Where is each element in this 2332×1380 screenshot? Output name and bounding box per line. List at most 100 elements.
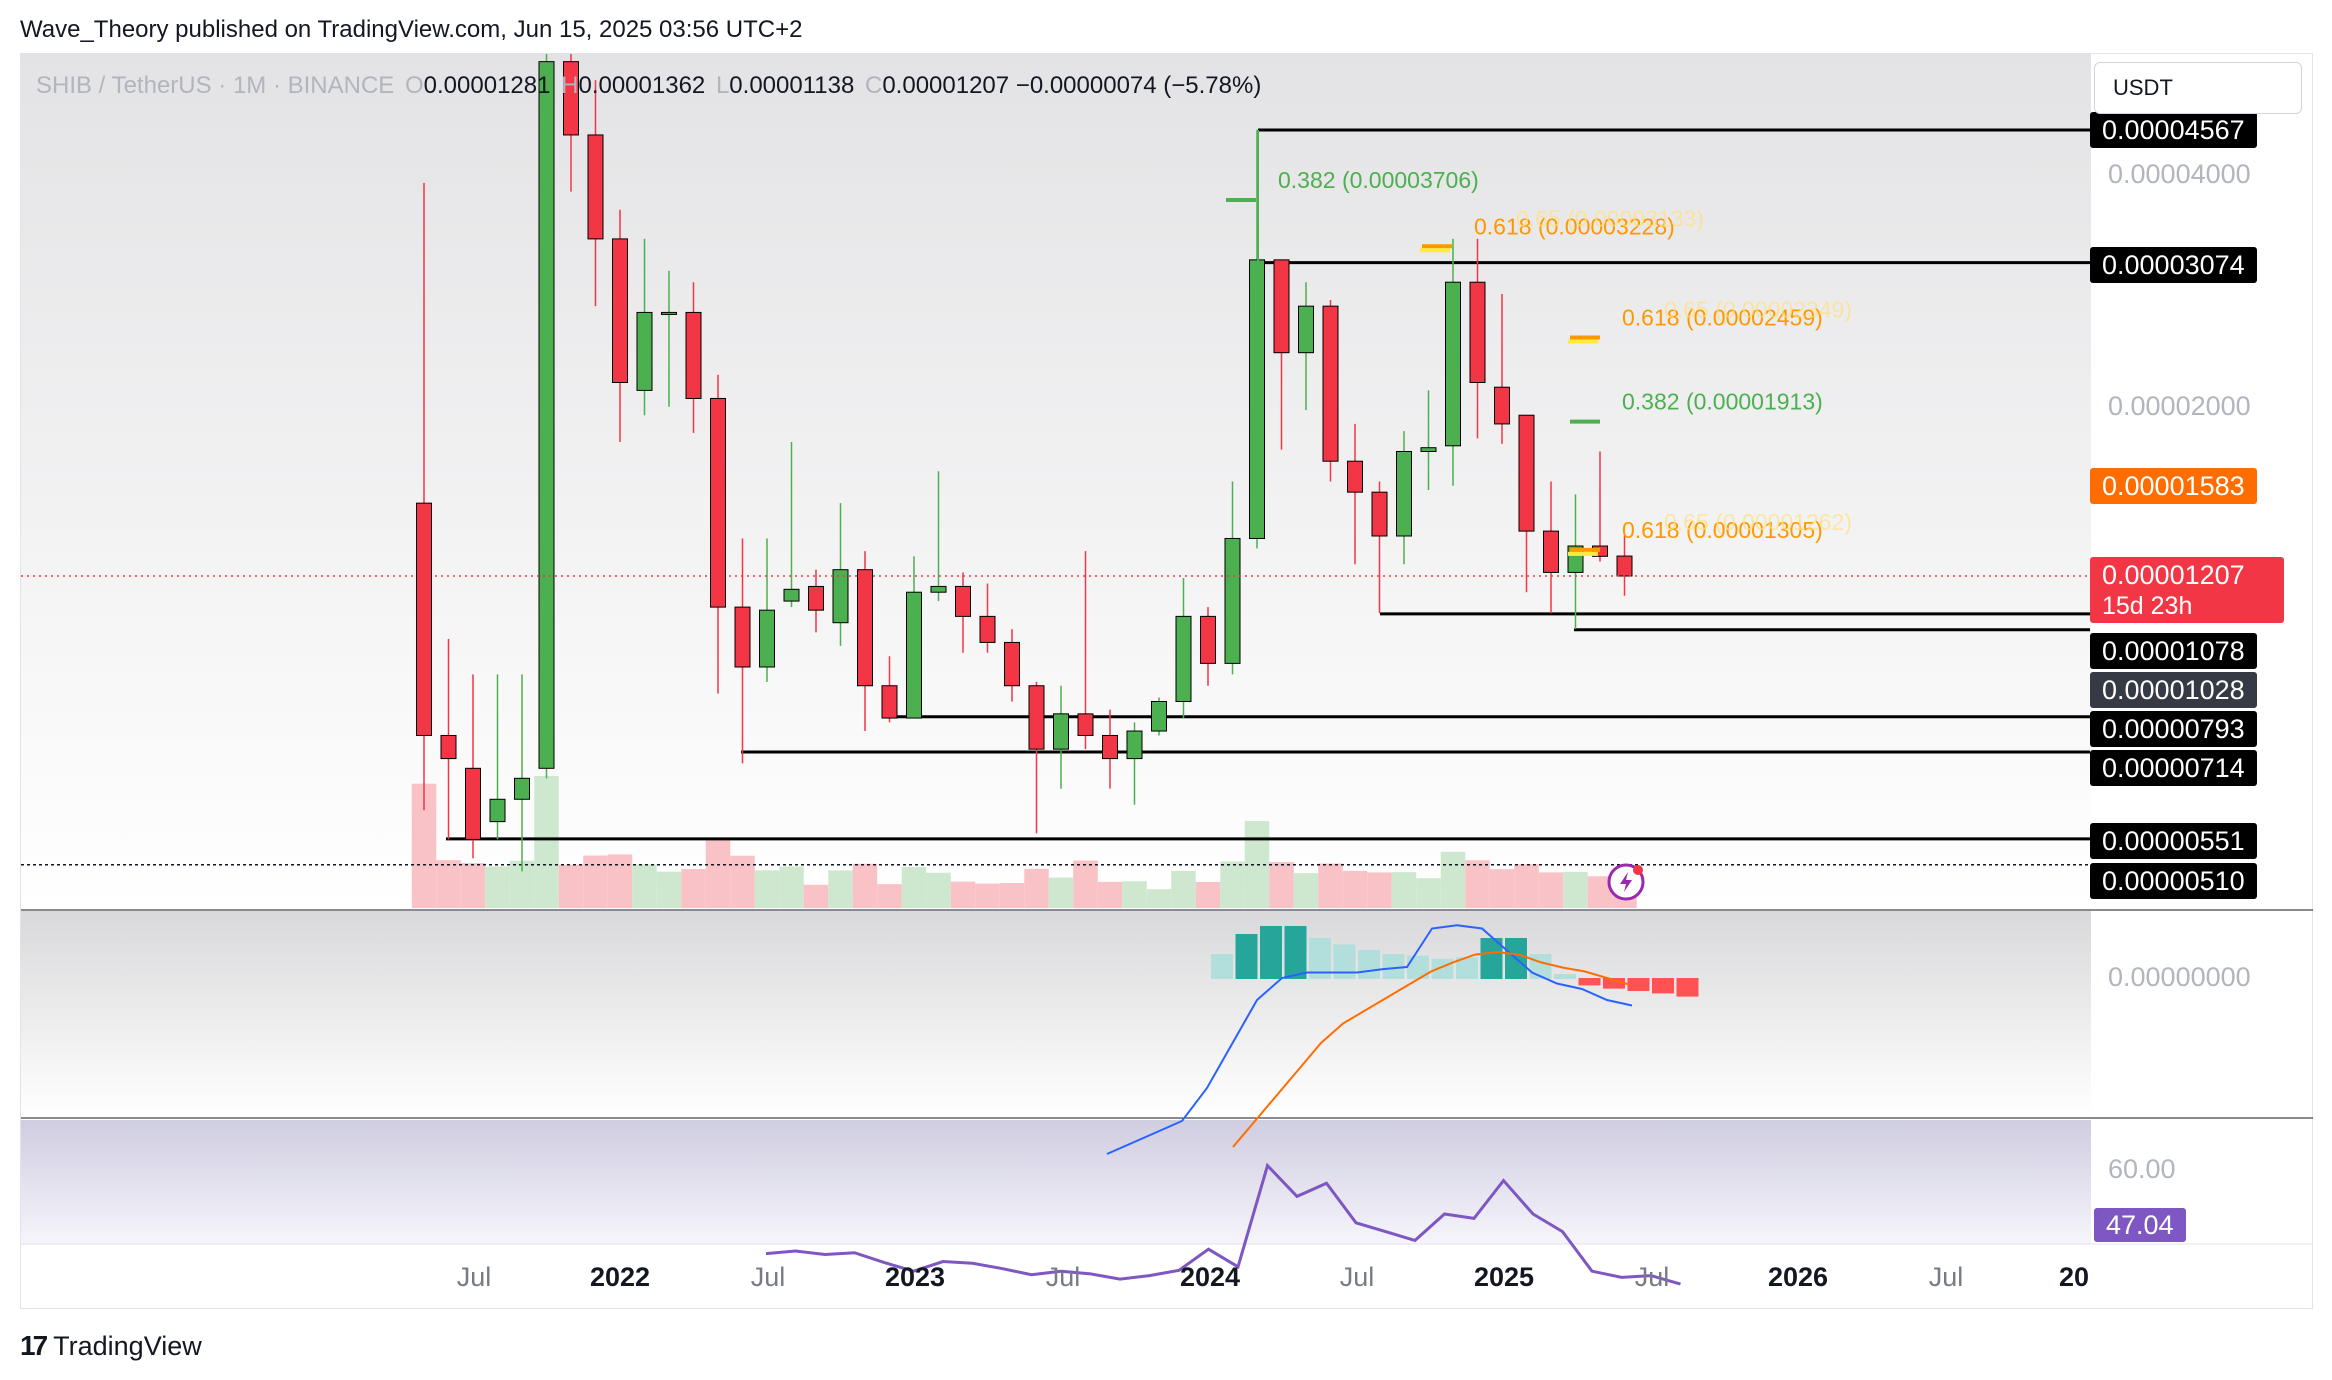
macd-histogram-bar [1284, 926, 1307, 979]
macd-histogram-bar [1333, 944, 1356, 979]
candle-body[interactable] [1420, 447, 1437, 452]
candle-body[interactable] [1175, 615, 1192, 703]
volume-area [1171, 870, 1196, 908]
candle-body[interactable] [1077, 713, 1094, 736]
chart-frame[interactable] [20, 53, 2313, 1309]
candle-body[interactable] [1053, 713, 1069, 750]
candle-body[interactable] [906, 591, 922, 719]
volume-area [1048, 877, 1074, 908]
candle-body[interactable] [514, 777, 530, 800]
volume-area [999, 883, 1025, 908]
macd-histogram-bar [1627, 978, 1650, 991]
legend-symbol[interactable]: SHIB / TetherUS · 1M · BINANCE [36, 72, 395, 99]
price-tag-level[interactable]: 0.00000714 [2090, 750, 2257, 786]
volume-area [1538, 872, 1564, 908]
candle-body[interactable] [1004, 641, 1020, 687]
candle-body[interactable] [1322, 305, 1339, 462]
fib-level-label: 0.382 (0.00001913) [1622, 389, 1823, 415]
price-tag-level[interactable]: 0.00001078 [2090, 633, 2257, 669]
candle-body[interactable] [587, 134, 604, 240]
candle-body[interactable] [1224, 537, 1241, 664]
candle-body[interactable] [979, 615, 996, 643]
volume-area [901, 867, 927, 908]
candle-body[interactable] [685, 311, 702, 399]
candle-body[interactable] [955, 585, 971, 617]
axis-price-label: 0.00004000 [2108, 159, 2251, 189]
candle-body[interactable] [857, 569, 873, 687]
volume-area [1318, 863, 1343, 908]
candle-body[interactable] [1102, 734, 1118, 760]
current-price-tag[interactable]: 0.00001207 15d 23h [2090, 557, 2284, 623]
rsi-value-tag[interactable]: 47.04 [2094, 1208, 2186, 1242]
price-tag-level[interactable]: 0.00001583 [2090, 468, 2257, 504]
candle-body[interactable] [881, 685, 898, 719]
volume-area [1195, 881, 1221, 908]
volume-area [705, 838, 731, 908]
macd-histogram-bar [1554, 974, 1576, 979]
candle-body[interactable] [1347, 460, 1363, 493]
candle-body[interactable] [1616, 555, 1633, 577]
volume-area [877, 884, 902, 908]
volume-area [1416, 878, 1441, 908]
legend-high-label: H [561, 72, 579, 99]
tradingview-footer[interactable]: 17 TradingView [20, 1330, 202, 1362]
candle-body[interactable] [440, 734, 457, 760]
candle-body[interactable] [734, 606, 751, 668]
volume-area [1342, 870, 1368, 908]
volume-area [558, 864, 584, 908]
candle-body[interactable] [612, 238, 628, 384]
axis-price-label: 0.00002000 [2108, 391, 2251, 421]
candle-body[interactable] [563, 61, 579, 136]
candle-body[interactable] [661, 311, 677, 315]
price-tag-level[interactable]: 0.00000510 [2090, 863, 2257, 899]
time-axis-label: 2024 [1179, 1262, 1241, 1292]
volume-area [730, 855, 755, 908]
tradingview-logo-icon: 17 [20, 1330, 48, 1361]
candle-body[interactable] [1249, 259, 1265, 539]
currency-selector[interactable]: USDT [2094, 62, 2302, 114]
candle-body[interactable] [1518, 414, 1535, 532]
candle-body[interactable] [1371, 491, 1388, 537]
candle-body[interactable] [783, 588, 800, 602]
candle-body[interactable] [1126, 730, 1143, 760]
candle-body[interactable] [1396, 450, 1412, 537]
candle-body[interactable] [930, 585, 947, 593]
price-tag-level[interactable]: 0.00000551 [2090, 823, 2257, 859]
time-axis-label: Jul [1339, 1262, 1375, 1292]
candle-body[interactable] [1151, 701, 1167, 732]
fib-level-label: 0.618 (0.00001305) [1622, 517, 1823, 543]
candle-body[interactable] [636, 311, 653, 391]
time-axis-label: 2025 [1473, 1262, 1535, 1292]
volume-area [1097, 881, 1123, 908]
candle-body[interactable] [759, 609, 775, 668]
volume-area [754, 870, 780, 908]
candle-body[interactable] [1494, 386, 1510, 425]
candle-body[interactable] [1273, 259, 1290, 354]
price-tag-level[interactable]: 0.00000793 [2090, 711, 2257, 747]
candle-body[interactable] [489, 798, 506, 823]
candle-body[interactable] [710, 397, 726, 608]
price-tag-level[interactable]: 0.00003074 [2090, 247, 2257, 283]
legend-close: 0.00001207 [882, 72, 1010, 99]
price-tag-level[interactable]: 0.00004567 [2090, 112, 2257, 148]
volume-area [1024, 868, 1049, 908]
candle-body[interactable] [416, 502, 432, 736]
fib-level-label: 0.65 (0.00001262) [1664, 509, 1852, 535]
candle-body[interactable] [1445, 281, 1461, 447]
volume-area [1073, 860, 1098, 908]
candle-body[interactable] [1028, 685, 1045, 750]
legend-close-label: C [864, 72, 883, 99]
candle-body[interactable] [808, 585, 824, 611]
candle-body[interactable] [1200, 615, 1216, 664]
candle-body[interactable] [465, 767, 481, 840]
candle-body[interactable] [1298, 305, 1314, 354]
candle-body[interactable] [538, 61, 555, 769]
flash-icon[interactable] [1607, 863, 1645, 901]
volume-area [681, 869, 706, 908]
price-tag-level[interactable]: 0.00001028 [2090, 672, 2257, 708]
candle-body[interactable] [1469, 281, 1486, 384]
candle-body[interactable] [1543, 530, 1559, 573]
candle-body[interactable] [832, 569, 849, 624]
macd-histogram-bar [1603, 978, 1625, 989]
